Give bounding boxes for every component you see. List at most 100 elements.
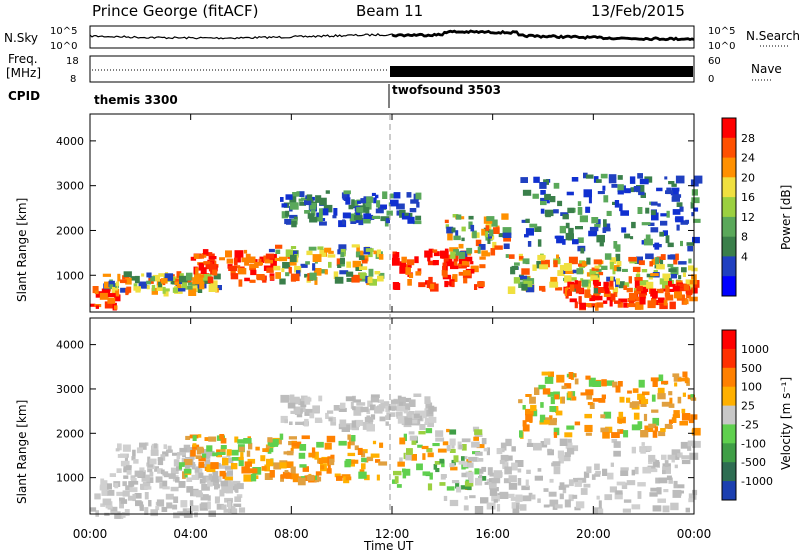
data-cell xyxy=(117,273,121,282)
data-cell xyxy=(243,249,248,254)
data-cell xyxy=(421,445,429,450)
data-cell xyxy=(558,485,566,490)
data-cell xyxy=(334,473,341,478)
data-cell xyxy=(123,271,132,278)
data-cell xyxy=(196,447,202,455)
data-cell xyxy=(439,458,445,464)
data-cell xyxy=(470,261,474,265)
data-cell xyxy=(302,466,309,472)
data-cell xyxy=(628,256,637,262)
data-cell xyxy=(577,207,583,215)
data-cell xyxy=(451,480,460,484)
colorbar-tick-label: 8 xyxy=(741,231,748,244)
data-cell xyxy=(195,472,202,479)
data-cell xyxy=(648,468,658,473)
data-cell xyxy=(274,257,280,261)
data-cell xyxy=(424,250,433,258)
data-cell xyxy=(540,198,547,206)
data-cell xyxy=(308,452,316,458)
data-cell xyxy=(602,300,608,304)
data-cell xyxy=(412,220,422,225)
data-cell xyxy=(537,468,542,472)
data-cell xyxy=(478,476,487,481)
data-cell xyxy=(183,468,192,474)
data-cell xyxy=(207,495,211,501)
data-cell xyxy=(362,422,369,430)
data-cell xyxy=(493,499,498,503)
data-cell xyxy=(591,474,596,480)
data-cell xyxy=(442,262,447,270)
data-cell xyxy=(422,453,426,460)
data-cell xyxy=(686,242,695,246)
data-cell xyxy=(114,294,121,302)
data-cell xyxy=(672,194,682,198)
colorbar-swatch xyxy=(722,330,736,350)
y-tick-label: 3000 xyxy=(56,180,84,193)
data-cell xyxy=(553,427,560,436)
data-cell xyxy=(537,239,542,247)
data-cell xyxy=(601,394,606,399)
data-cell xyxy=(648,222,655,226)
data-cell xyxy=(367,276,373,283)
data-cell xyxy=(613,450,621,457)
data-cell xyxy=(569,298,577,303)
data-cell xyxy=(515,460,524,467)
data-cell xyxy=(679,421,688,426)
data-cell xyxy=(670,280,674,287)
data-cell xyxy=(596,179,602,183)
data-cell xyxy=(530,404,537,411)
data-cell xyxy=(667,454,676,460)
data-cell xyxy=(298,198,304,202)
data-cell xyxy=(336,258,342,266)
data-cell xyxy=(300,401,307,408)
data-cell xyxy=(549,499,559,507)
data-cell xyxy=(396,412,400,419)
data-cell xyxy=(280,415,288,423)
data-cell xyxy=(408,273,414,279)
data-cell xyxy=(90,507,97,512)
data-cell xyxy=(603,411,612,419)
data-cell xyxy=(573,477,578,482)
data-cell xyxy=(680,240,683,247)
data-cell xyxy=(272,438,279,446)
colorbar-frame xyxy=(721,117,737,297)
data-cell xyxy=(360,198,367,204)
data-cell xyxy=(353,399,361,403)
data-cell xyxy=(230,482,235,487)
data-cell xyxy=(317,458,321,464)
velocity-colorbar: 1000 500 100 25 -25 -100 -500 -1000 xyxy=(721,329,773,501)
data-cell xyxy=(432,260,439,266)
data-cell xyxy=(564,484,570,488)
data-cell xyxy=(375,194,379,199)
data-cell xyxy=(554,394,560,400)
data-cell xyxy=(662,466,671,474)
data-cell xyxy=(351,199,355,208)
data-cell xyxy=(566,425,575,430)
data-cell xyxy=(517,478,522,486)
data-cell xyxy=(349,213,356,222)
data-cell xyxy=(677,453,681,458)
data-cell xyxy=(522,276,530,283)
data-cell xyxy=(640,430,649,438)
data-cell xyxy=(660,428,666,432)
data-cell xyxy=(658,477,668,484)
data-cell xyxy=(179,275,188,283)
data-cell xyxy=(243,474,253,482)
data-cell xyxy=(631,401,640,406)
data-cell xyxy=(676,202,683,207)
data-cell xyxy=(435,468,440,473)
data-cell xyxy=(286,450,294,456)
nsky-tick-bottom: 10^0 xyxy=(50,41,77,52)
data-cell xyxy=(279,433,284,440)
data-cell xyxy=(422,471,431,476)
data-cell xyxy=(623,285,628,290)
colorbar-swatch xyxy=(722,216,736,238)
data-cell xyxy=(498,233,504,238)
data-cell xyxy=(542,388,551,395)
data-cell xyxy=(463,277,468,284)
data-cell xyxy=(461,226,466,232)
data-cell xyxy=(158,281,162,288)
data-cell xyxy=(483,447,488,452)
data-cell xyxy=(687,445,692,451)
data-cell xyxy=(502,461,507,469)
